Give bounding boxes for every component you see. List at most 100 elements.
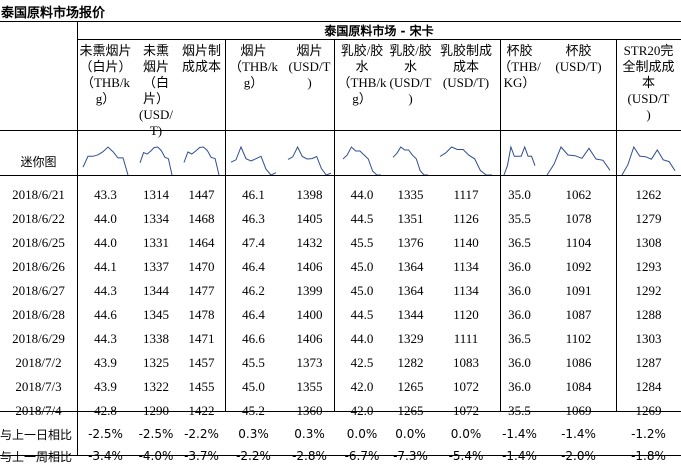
change-cell: -1.2% (631, 427, 666, 441)
value-cell: 35.5 (508, 403, 531, 418)
value-cell: 42.0 (350, 403, 374, 418)
date-cell: 2018/7/4 (15, 403, 62, 418)
column-header: 烟片 (USD/T) (282, 39, 337, 139)
sparkline-line (503, 145, 536, 176)
sparkline-cell (225, 139, 282, 183)
value-cell: 44.0 (350, 187, 374, 202)
value-cell: 1457 (188, 355, 215, 370)
value-cell: 46.4 (242, 307, 265, 322)
column-header-line: 本 (641, 75, 655, 90)
value-cell: 1083 (453, 355, 479, 370)
value-cell: 1345 (143, 307, 169, 322)
column-header-line: 成本 (452, 59, 479, 74)
column-header: 乳胶/胶水 (USD/T) (387, 39, 434, 139)
value-cell: 44.5 (350, 307, 374, 322)
value-cell: 1062 (565, 187, 592, 202)
sparkline (139, 146, 173, 176)
value-cell: 1478 (188, 307, 215, 322)
group-divider-1 (225, 40, 226, 411)
value-cell: 1455 (188, 379, 215, 394)
sparkline-cell (134, 139, 178, 183)
sparkline (621, 145, 676, 176)
price-table: 泰国原料市场 - 宋卡 未熏烟片 （白片） （THB/k g） 未熏 烟片 （白 片） (USD/… (0, 22, 681, 467)
value-cell: 43.3 (94, 187, 117, 202)
value-cell: 46.2 (242, 283, 265, 298)
change-cell: -7.3% (393, 449, 428, 463)
value-cell: 1331 (143, 235, 169, 250)
value-cell: 44.0 (94, 235, 117, 250)
change-cell: -4.0% (138, 449, 174, 463)
value-cell: 1134 (453, 259, 479, 274)
date-cell: 2018/6/22 (12, 211, 65, 226)
table-row: 2018/6/21 43.3 1314 1447 46.1 1398 44.0 1335 111… (0, 183, 681, 207)
value-cell: 1084 (565, 379, 592, 394)
column-header-line: 烟片制 (181, 43, 221, 58)
change-cell: -6.7% (344, 449, 380, 463)
value-cell: 1284 (635, 379, 662, 394)
sparkline-line (287, 145, 332, 176)
value-cell: 46.1 (242, 187, 265, 202)
value-cell: 1087 (565, 307, 592, 322)
column-header: 未熏烟片 （白片） （THB/k g） (77, 39, 134, 139)
market-header-underline (77, 39, 681, 40)
sparkline (342, 146, 381, 176)
column-header-line: 水 (403, 59, 417, 74)
sparkline-row: 迷你图 (0, 139, 681, 183)
value-cell: 1140 (453, 235, 479, 250)
date-cell: 2018/7/2 (15, 355, 62, 370)
value-cell: 1086 (565, 355, 592, 370)
column-header-line: 乳胶/胶 (340, 43, 384, 58)
column-header-line: (USD/T (389, 75, 432, 90)
change-cell: -2.8% (292, 449, 327, 463)
sparkline-line (621, 145, 676, 176)
sparkline (546, 146, 611, 176)
column-header-line: 烟片 (142, 59, 169, 74)
sparkline (392, 146, 428, 176)
value-cell: 45.5 (350, 235, 374, 250)
value-cell: 1091 (565, 283, 592, 298)
value-cell: 45.0 (242, 379, 265, 394)
date-cell: 2018/7/3 (15, 379, 62, 394)
date-column-divider (77, 22, 78, 456)
group-divider-3 (500, 40, 501, 411)
group-divider-2 (334, 40, 335, 411)
column-header-line: 烟片 (240, 43, 267, 58)
value-cell: 1329 (397, 331, 424, 346)
column-header-line: g） (352, 91, 372, 106)
value-cell: 43.9 (94, 355, 117, 370)
value-cell: 1092 (565, 259, 592, 274)
column-header-line: 成成本 (181, 59, 221, 74)
column-header: 乳胶/胶水（THB/k g） (337, 39, 387, 139)
value-cell: 44.1 (94, 259, 117, 274)
change-label: 与上一周相比 (0, 449, 73, 464)
sparkline-cell (434, 139, 498, 183)
sparkline (183, 146, 220, 176)
change-cell: -2.2% (184, 427, 219, 441)
value-cell: 1405 (296, 211, 323, 226)
value-cell: 1262 (635, 187, 662, 202)
value-cell: 36.5 (508, 331, 531, 346)
date-cell: 2018/6/27 (12, 283, 65, 298)
column-header-line: KG） (503, 75, 536, 90)
column-header: 杯胶 （THB/KG） (498, 39, 541, 139)
value-cell: 1364 (397, 259, 424, 274)
value-cell: 46.6 (242, 331, 265, 346)
date-cell: 2018/6/25 (12, 235, 65, 250)
value-cell: 1126 (453, 211, 479, 226)
value-cell: 1288 (635, 307, 662, 322)
column-header-line: （THB/k (228, 59, 279, 74)
column-header: 杯胶 (USD/T) (541, 39, 616, 139)
value-cell: 1078 (565, 211, 592, 226)
column-header: STR20完 全制成成本 (USD/T) (616, 39, 681, 139)
value-cell: 1422 (188, 403, 215, 418)
value-cell: 35.5 (508, 211, 531, 226)
price-report-page: 泰国原料市场报价 泰国原料市场 - 宋卡 未熏烟片 （白片） （THB/k g） 未熏 烟片… (0, 6, 681, 464)
column-header-line: 乳胶/胶 (389, 43, 432, 58)
column-header-line: （白片） (79, 59, 132, 74)
column-header-row: 未熏烟片 （白片） （THB/k g） 未熏 烟片 （白 片） (USD/T) 烟片制 成成本 烟片（… (0, 39, 681, 139)
value-cell: 1406 (296, 259, 323, 274)
data-bottom-rule (0, 411, 681, 412)
date-cell: 2018/6/21 (12, 187, 65, 202)
value-cell: 45.2 (242, 403, 265, 418)
column-header-line: (USD/ (139, 107, 173, 122)
